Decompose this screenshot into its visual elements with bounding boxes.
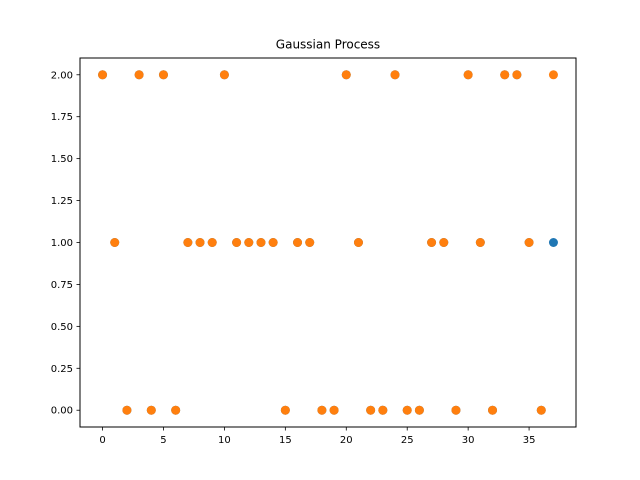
series-2-point bbox=[219, 70, 229, 80]
series-2-point bbox=[512, 70, 522, 80]
x-tick-label: 5 bbox=[160, 435, 166, 446]
series-2-point bbox=[341, 70, 351, 80]
series-2-point bbox=[524, 238, 534, 247]
series-2-point bbox=[329, 405, 339, 415]
x-tick-label: 0 bbox=[99, 435, 105, 446]
y-tick-label: 0.50 bbox=[51, 322, 73, 333]
series-2-point bbox=[536, 405, 546, 415]
series-2-point bbox=[232, 238, 242, 247]
y-axis: 0.00 0.25 0.50 0.75 1.00 1.25 1.50 1.75 2.00 bbox=[51, 70, 80, 417]
series-2-point bbox=[293, 238, 303, 247]
x-tick-label: 15 bbox=[279, 435, 292, 446]
series-2-point bbox=[244, 238, 254, 247]
x-tick-label: 25 bbox=[401, 435, 414, 446]
series-2-point bbox=[98, 70, 108, 80]
series-2-point bbox=[390, 70, 400, 80]
series-2-point bbox=[475, 238, 485, 247]
series-2-point bbox=[317, 405, 327, 415]
series-2-point bbox=[171, 405, 181, 415]
series-2-point bbox=[268, 238, 278, 247]
series-2-point bbox=[256, 238, 266, 247]
y-tick-label: 2.00 bbox=[51, 70, 73, 81]
series-2-point bbox=[146, 405, 156, 415]
y-tick-label: 1.50 bbox=[51, 154, 73, 165]
series-2-point bbox=[500, 70, 510, 80]
x-tick-label: 35 bbox=[523, 435, 536, 446]
series-2-point bbox=[463, 70, 473, 80]
y-tick-label: 0.25 bbox=[51, 364, 73, 375]
series-2-point bbox=[134, 70, 144, 80]
y-tick-label: 0.75 bbox=[51, 280, 73, 291]
x-tick-label: 20 bbox=[340, 435, 353, 446]
x-tick-label: 30 bbox=[462, 435, 475, 446]
series-2-point bbox=[207, 238, 217, 247]
series-2-point bbox=[110, 238, 120, 247]
series-2-point bbox=[439, 238, 449, 247]
series-2-point bbox=[195, 238, 205, 247]
series-2-point bbox=[353, 238, 363, 247]
series-2-point bbox=[366, 405, 376, 415]
series-2-point bbox=[280, 405, 290, 415]
y-tick-label: 0.00 bbox=[51, 406, 73, 417]
series-1-point bbox=[548, 238, 558, 247]
y-tick-label: 1.25 bbox=[51, 196, 73, 207]
series-2-point bbox=[488, 405, 498, 415]
series-2-point bbox=[183, 238, 193, 247]
series-2-point bbox=[451, 405, 461, 415]
data-points bbox=[98, 70, 558, 415]
series-2-point bbox=[305, 238, 315, 247]
y-tick-label: 1.75 bbox=[51, 112, 73, 123]
x-tick-label: 10 bbox=[218, 435, 231, 446]
series-2-point bbox=[427, 238, 437, 247]
series-2-point bbox=[158, 70, 168, 80]
chart-title: Gaussian Process bbox=[276, 38, 380, 52]
series-2-point bbox=[414, 405, 424, 415]
series-2-point bbox=[378, 405, 388, 415]
plot-frame bbox=[79, 57, 577, 428]
series-2-point bbox=[122, 405, 132, 415]
y-tick-label: 1.00 bbox=[51, 238, 73, 249]
series-2-point bbox=[402, 405, 412, 415]
x-axis: 0 5 10 15 20 25 30 35 bbox=[99, 427, 535, 446]
series-2-point bbox=[548, 70, 558, 80]
